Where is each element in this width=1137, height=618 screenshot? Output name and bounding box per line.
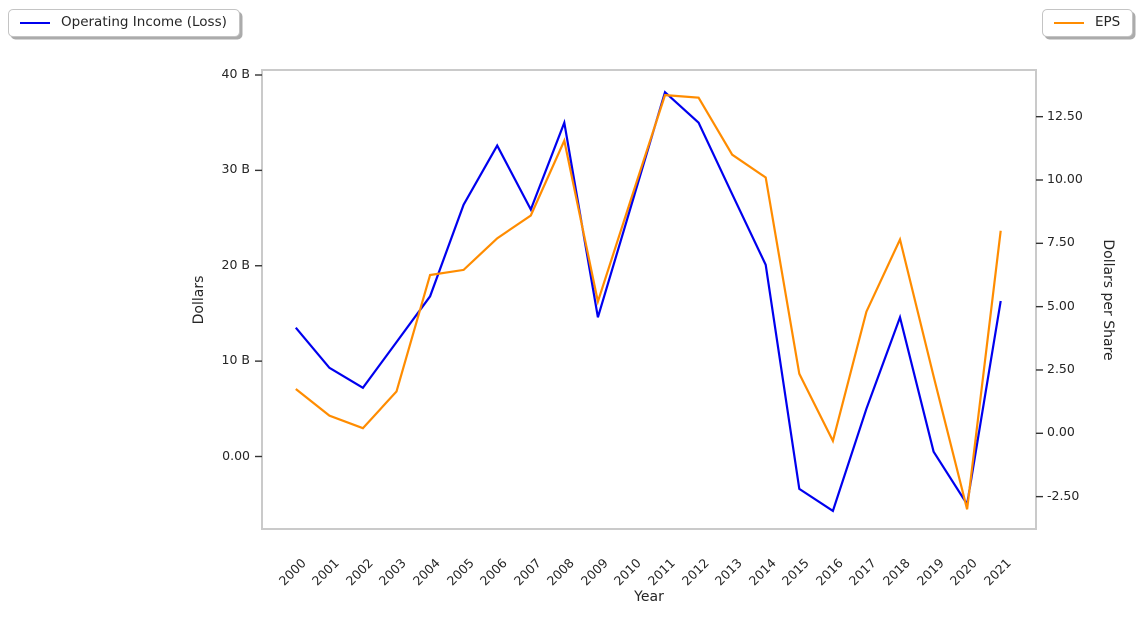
left-tick-label: 40 B: [221, 66, 250, 81]
left-tick-label: 0.00: [222, 447, 250, 463]
right-tick-label: 5.00: [1047, 297, 1075, 313]
x-axis-title: Year: [634, 589, 664, 605]
right-tick-label: 2.50: [1047, 360, 1075, 376]
right-tick-label: 0.00: [1047, 424, 1075, 440]
legend-operating-income: Operating Income (Loss): [8, 9, 240, 37]
left-tick-label: 10 B: [221, 352, 250, 368]
legend-label-operating-income: Operating Income (Loss): [61, 14, 227, 30]
right-tick-label: 7.50: [1047, 234, 1075, 250]
series-line-eps: [295, 93, 1002, 510]
left-axis-title: Dollars: [191, 275, 207, 325]
right-tick-label: 12.50: [1047, 107, 1083, 123]
right-tick-label: -2.50: [1047, 487, 1080, 503]
blue-line-swatch: [20, 21, 50, 24]
legend-label-eps: EPS: [1095, 14, 1121, 30]
orange-line-swatch: [1054, 21, 1084, 24]
axes-frame: [261, 69, 1037, 530]
legend-eps: EPS: [1042, 9, 1134, 37]
right-tick-label: 10.00: [1047, 171, 1083, 186]
series-line-operating-income-loss-: [294, 90, 1002, 513]
left-tick-label: 30 B: [221, 161, 250, 177]
left-tick-label: 20 B: [221, 256, 250, 272]
right-axis-title: Dollars per Share: [1100, 239, 1116, 361]
